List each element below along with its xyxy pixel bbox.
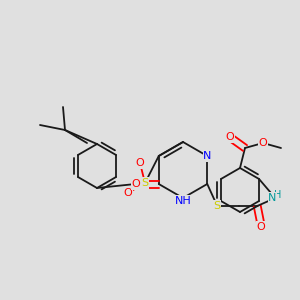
Text: NH: NH [175,196,191,206]
Text: O: O [259,138,267,148]
Text: N: N [268,193,276,203]
Text: N: N [203,151,212,161]
Text: O: O [136,158,144,168]
Text: O: O [226,132,234,142]
Text: O: O [131,179,140,189]
Text: O: O [257,222,266,232]
Text: H: H [274,190,281,200]
Text: O: O [124,188,132,198]
Text: S: S [214,201,221,211]
Text: S: S [141,178,148,188]
